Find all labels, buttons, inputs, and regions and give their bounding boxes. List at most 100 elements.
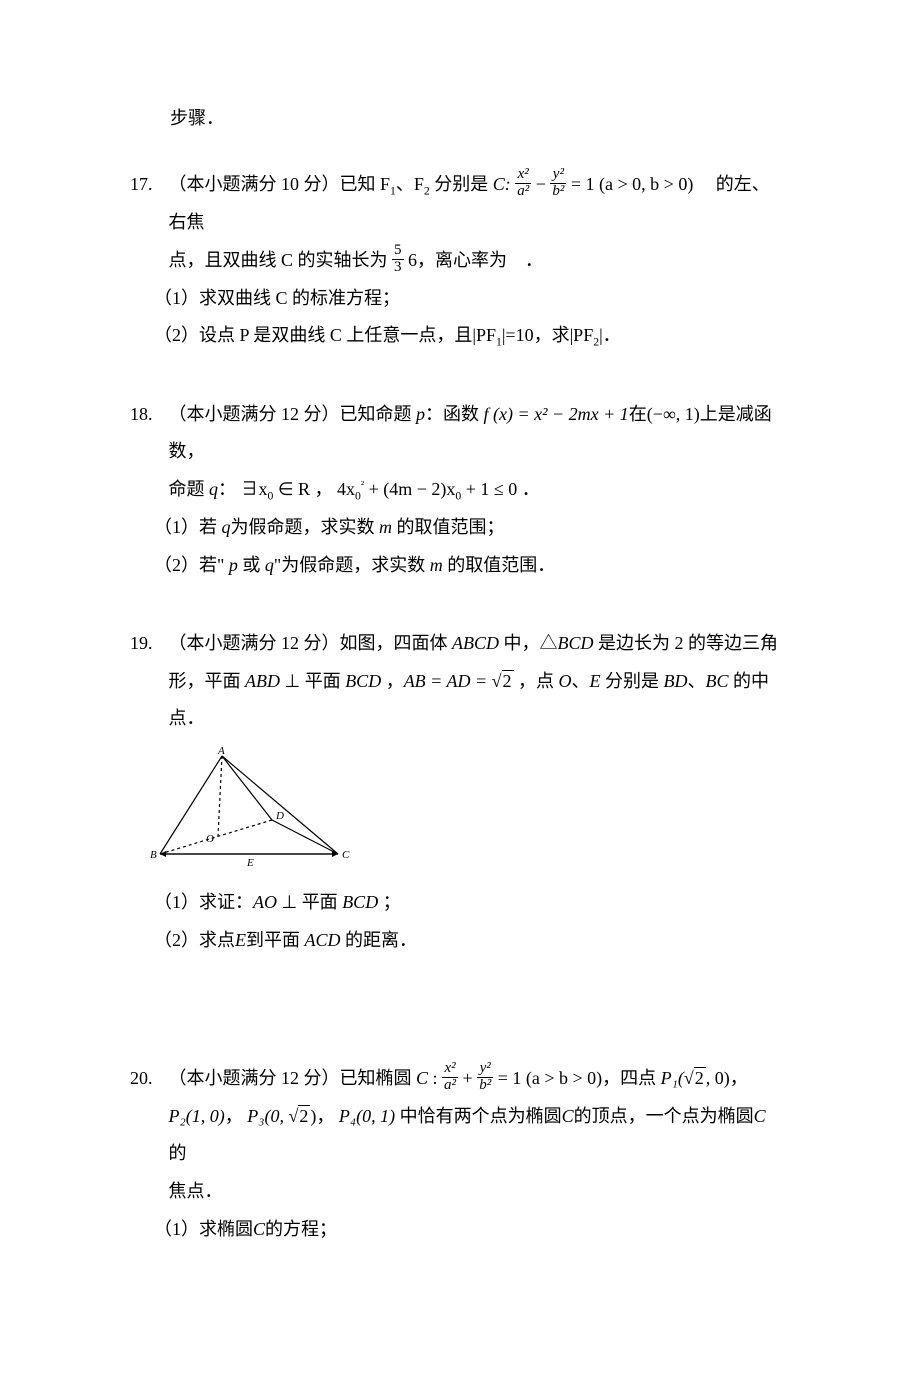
text: "为假命题，求实数: [274, 555, 425, 575]
text: ，四点: [602, 1068, 661, 1088]
sub-question-2: （2）求点E到平面 ACD 的距离．: [154, 922, 780, 960]
numerator: y²: [477, 1061, 493, 1078]
problem-17: 17. （本小题满分 10 分）已知 F1、F2 分别是 C: x²a² − y…: [130, 166, 780, 356]
sym-ABCD: ABCD: [452, 633, 499, 653]
text: ；: [378, 892, 401, 912]
sqrt: √2: [289, 1098, 311, 1136]
sym-BC: BC: [706, 671, 729, 691]
radicand: 2: [694, 1067, 706, 1088]
eq-AB: AB = AD =: [404, 671, 492, 691]
figure-tetrahedron: ABCDOE: [150, 746, 350, 876]
svg-text:A: A: [217, 746, 225, 757]
fraction: x²a²: [442, 1061, 458, 1094]
text: 或: [238, 555, 265, 575]
text: 的取值范围；: [397, 517, 505, 537]
eq-rhs: = 1 (a > b > 0): [498, 1068, 602, 1088]
text: 到平面: [246, 930, 305, 950]
comma: ，: [730, 1068, 748, 1088]
sym-m: m: [375, 517, 397, 537]
problem-number: 18.: [130, 396, 164, 434]
sym-E: E: [590, 671, 601, 691]
svg-text:E: E: [246, 857, 254, 869]
sym-p: p: [224, 555, 238, 575]
numerator: x²: [515, 167, 531, 184]
text: 的: [169, 1143, 187, 1163]
sym-BD: BD: [664, 671, 688, 691]
text: 形，平面: [169, 671, 246, 691]
radicand: 2: [298, 1105, 310, 1126]
problem-19: 19. （本小题满分 12 分）如图，四面体 ABCD 中，△BCD 是边长为 …: [130, 625, 780, 960]
problem-body: （本小题满分 12 分）已知命题 p：函数 f (x) = x² − 2mx +…: [169, 396, 779, 510]
fraction: x²a²: [515, 167, 531, 200]
page-root: 步骤． 17. （本小题满分 10 分）已知 F1、F2 分别是 C: x²a²…: [0, 0, 920, 1389]
text: 中恰有两个点为椭圆: [395, 1106, 562, 1126]
problem-number: 19.: [130, 625, 164, 663]
text: 分别是: [601, 671, 664, 691]
sub-question-1: （1）求椭圆C的方程；: [154, 1211, 780, 1249]
text: （本小题满分 12 分）已知命题: [169, 404, 412, 424]
text: 命题: [169, 479, 205, 499]
text: 的取值范围．: [447, 555, 555, 575]
sym-q: q: [217, 517, 231, 537]
text: 为假命题，求实数: [231, 517, 375, 537]
sym-C: C: [416, 1068, 428, 1088]
spacer: [130, 1000, 780, 1060]
sym-AO: AO: [253, 892, 277, 912]
text: 焦点．: [169, 1181, 223, 1201]
sym-C: C: [754, 1106, 766, 1126]
text: ，点: [514, 671, 559, 691]
denominator: b²: [477, 1078, 493, 1094]
text: 分别是: [430, 174, 489, 194]
numerator: x²: [442, 1061, 458, 1078]
text: 中，△: [499, 633, 558, 653]
text: 的中: [729, 671, 770, 691]
text: ，: [381, 671, 404, 691]
problem-number: 17.: [130, 166, 164, 204]
sym-BCD: BCD: [558, 633, 594, 653]
numerator: y²: [550, 167, 566, 184]
sym-q: q: [265, 555, 274, 575]
problem-body: （本小题满分 12 分）如图，四面体 ABCD 中，△BCD 是边长为 2 的等…: [169, 625, 779, 738]
plus: +: [463, 1068, 478, 1088]
text: ： ∃x: [218, 479, 268, 499]
sqrt: √2: [492, 663, 514, 701]
text: |=10，求|PF: [502, 325, 593, 345]
text: 的顶点，一个点为椭圆: [574, 1106, 754, 1126]
minus: −: [536, 174, 551, 194]
perp: ⊥: [277, 892, 302, 912]
text: （本小题满分 10 分）已知 F: [169, 174, 391, 194]
sub-question-1: （1）求双曲线 C 的标准方程；: [154, 280, 780, 318]
text: 平面: [302, 892, 343, 912]
text: 点，且双曲线 C 的实轴长为: [169, 250, 388, 270]
P2: P₂(1, 0): [169, 1106, 225, 1126]
denominator: b²: [550, 184, 566, 200]
text: （本小题满分 12 分）已知椭圆: [169, 1068, 417, 1088]
eq-rhs: = 1 (a > 0, b > 0): [571, 174, 693, 194]
colon: :: [428, 1068, 442, 1088]
text: 在: [629, 404, 647, 424]
text: ∈ R ， 4x: [273, 479, 355, 499]
sym-BCD: BCD: [345, 671, 381, 691]
text: （1）求椭圆: [154, 1219, 253, 1239]
text: （1）求证：: [154, 892, 253, 912]
problem-body: （本小题满分 10 分）已知 F1、F2 分别是 C: x²a² − y²b² …: [169, 166, 779, 280]
trailing-fragment: 步骤．: [170, 100, 780, 138]
text: 的距离．: [341, 930, 418, 950]
P1b: , 0): [706, 1068, 730, 1088]
text: （2）求点: [154, 930, 235, 950]
interval: (−∞, 1): [647, 404, 700, 424]
text: 点．: [169, 708, 205, 728]
sym-BCD: BCD: [342, 892, 378, 912]
problem-number: 20.: [130, 1060, 164, 1098]
text: + (4m − 2)x: [364, 479, 455, 499]
sym-p: p: [412, 404, 426, 424]
text: （1）若: [154, 517, 217, 537]
sqrt: √2: [684, 1060, 706, 1098]
sym-m: m: [425, 555, 447, 575]
P1: P₁(: [661, 1068, 684, 1088]
sub-question-2: （2）设点 P 是双曲线 C 上任意一点，且|PF1|=10，求|PF2|．: [154, 317, 780, 355]
radicand: 2: [502, 670, 514, 691]
comma: ，: [225, 1106, 243, 1126]
subscript: 0: [355, 490, 361, 503]
sym-C: C: [253, 1219, 265, 1239]
